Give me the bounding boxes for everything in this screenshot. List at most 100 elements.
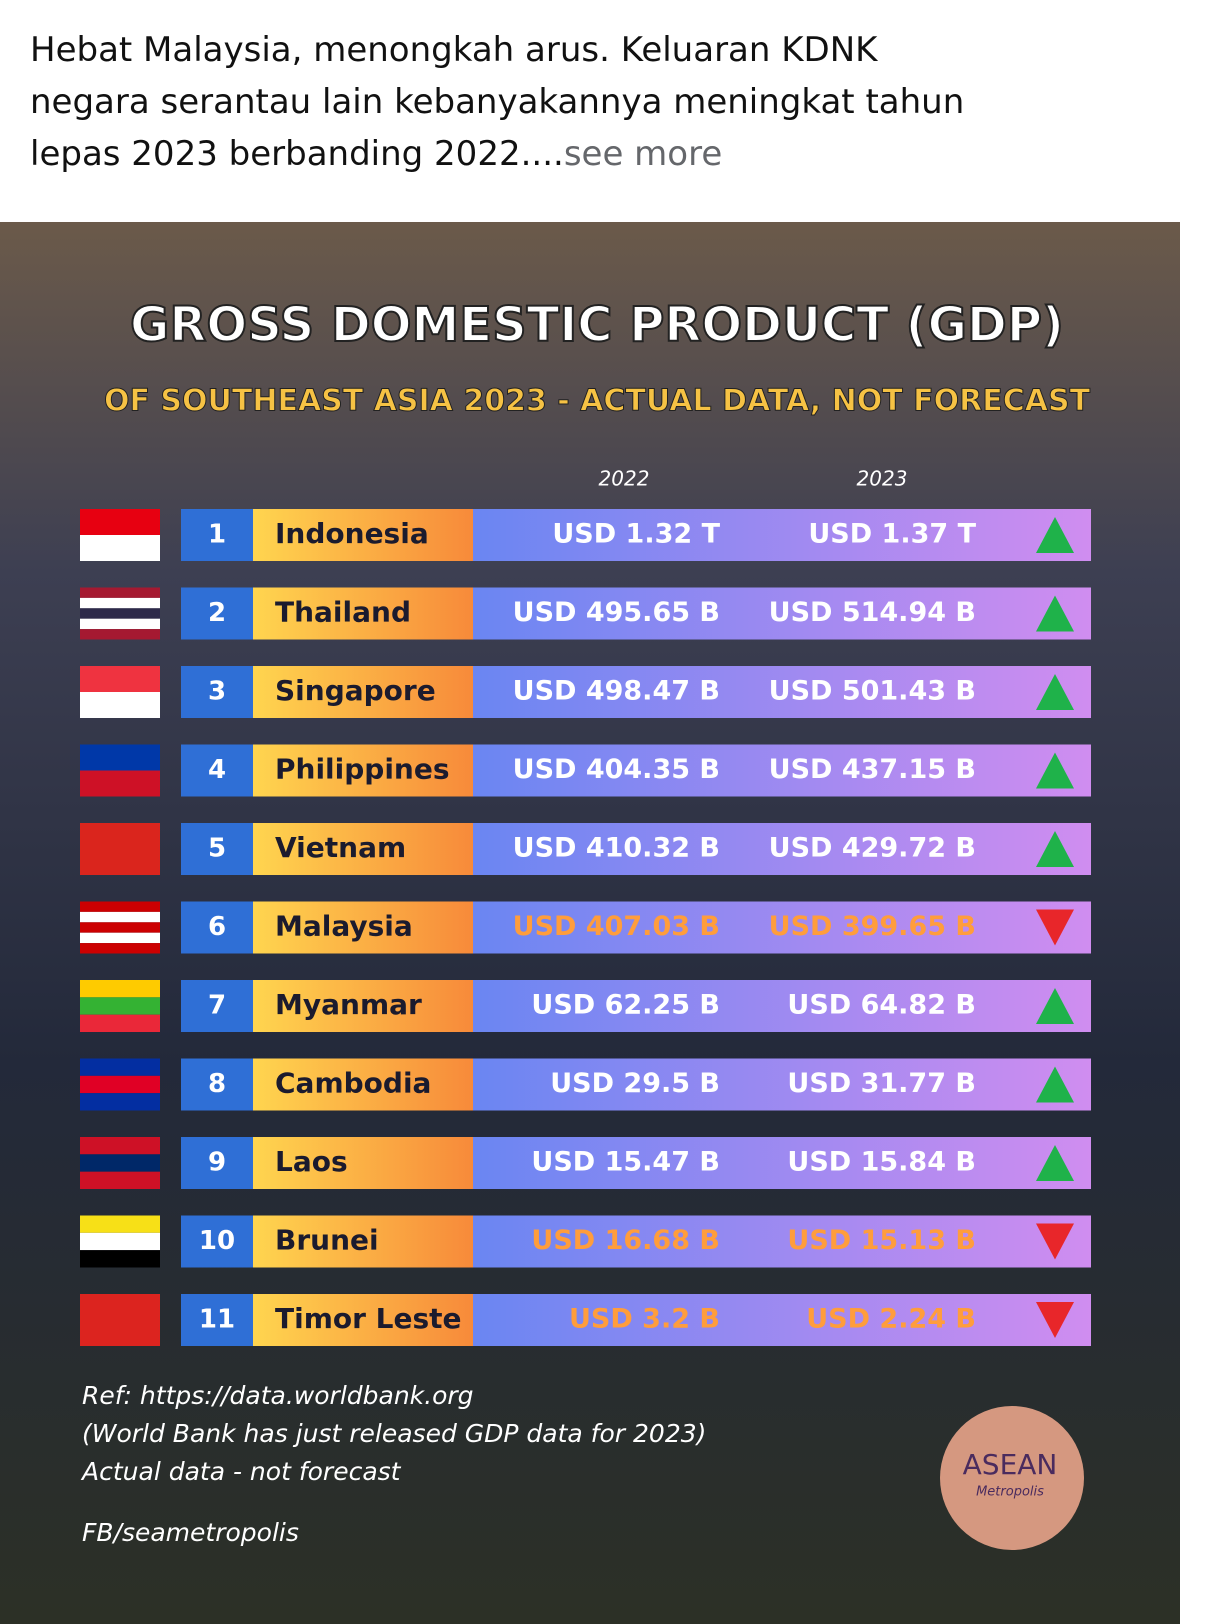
rank: 10 <box>199 1226 235 1256</box>
rank: 4 <box>208 755 226 785</box>
country: Vietnam <box>275 831 406 864</box>
flag-stripe <box>80 1137 160 1155</box>
gdp-2022: USD 410.32 B <box>513 833 720 864</box>
rank: 6 <box>208 912 226 942</box>
rank: 5 <box>208 834 226 864</box>
flag-stripe <box>80 932 160 944</box>
country-cell <box>253 901 473 954</box>
value-cell <box>473 980 1091 1032</box>
flag-stripe <box>80 608 160 619</box>
rank: 11 <box>199 1305 235 1335</box>
rank: 1 <box>208 520 226 550</box>
flag-stripe <box>80 666 160 692</box>
gdp-2023: USD 15.84 B <box>787 1147 976 1178</box>
trend-up <box>1036 1066 1074 1103</box>
country-cell <box>253 1058 473 1111</box>
flag-stripe <box>80 1075 160 1094</box>
subtitle: OF SOUTHEAST ASIA 2023 - ACTUAL DATA, NO… <box>104 384 1091 419</box>
gdp-2022: USD 498.47 B <box>513 676 720 707</box>
value-cell <box>473 744 1091 797</box>
rank-cell <box>181 1137 253 1189</box>
rank-cell <box>181 1294 253 1346</box>
country: Laos <box>275 1145 348 1178</box>
flag-stripe <box>80 901 160 912</box>
trend-up <box>1036 752 1074 789</box>
value-cell <box>473 1294 1091 1346</box>
gdp-2023: USD 64.82 B <box>787 990 976 1021</box>
rank-cell <box>181 1215 253 1268</box>
gdp-2022: USD 62.25 B <box>531 990 720 1021</box>
trend-down <box>1036 1302 1074 1338</box>
value-cell <box>473 1058 1091 1111</box>
country-cell <box>253 666 473 718</box>
flag-stripe <box>80 823 160 875</box>
rank-cell <box>181 509 253 561</box>
country: Philippines <box>275 753 450 786</box>
country: Thailand <box>275 596 411 629</box>
gdp-2022: USD 1.32 T <box>552 519 720 550</box>
see-more[interactable]: see more <box>563 134 723 174</box>
flag-stripe <box>80 1058 160 1076</box>
flag-stripe <box>80 692 160 718</box>
flag-stripe <box>80 629 160 640</box>
value-cell <box>473 509 1091 561</box>
flag-stripe <box>80 1014 160 1032</box>
flag-stripe <box>80 535 160 561</box>
reference: (World Bank has just released GDP data f… <box>82 1419 706 1448</box>
gdp-2022: USD 404.35 B <box>513 754 720 785</box>
rank: 3 <box>208 677 226 707</box>
credit: FB/seametropolis <box>82 1518 299 1547</box>
rank: 2 <box>208 598 226 628</box>
gdp-2022: USD 16.68 B <box>531 1225 720 1256</box>
gdp-2023: USD 31.77 B <box>787 1068 976 1099</box>
flag-stripe <box>80 943 160 954</box>
flag-stripe <box>80 911 160 923</box>
post-body: Hebat Malaysia, menongkah arus. Keluaran… <box>30 30 965 174</box>
country-cell <box>253 823 473 875</box>
gdp-2022: USD 3.2 B <box>569 1304 720 1335</box>
rank-cell <box>181 823 253 875</box>
flag-stripe <box>80 980 160 998</box>
gdp-2023: USD 1.37 T <box>808 519 976 550</box>
post-text: Hebat Malaysia, menongkah arus. Keluaran… <box>30 24 990 180</box>
flag-stripe <box>80 744 160 771</box>
rank-cell <box>181 587 253 640</box>
country-cell <box>253 980 473 1032</box>
flag-stripe <box>80 1294 160 1346</box>
flag-stripe <box>80 997 160 1015</box>
country-cell <box>253 587 473 640</box>
trend-down <box>1036 909 1074 946</box>
trend-up <box>1036 517 1074 553</box>
gdp-2023: USD 501.43 B <box>769 676 976 707</box>
reference: Ref: https://data.worldbank.org <box>82 1381 474 1410</box>
value-cell <box>473 1137 1091 1189</box>
country: Myanmar <box>275 988 422 1021</box>
infographic: GROSS DOMESTIC PRODUCT (GDP) OF SOUTHEAS… <box>0 222 1180 1624</box>
flag-stripe <box>80 770 160 797</box>
value-cell <box>473 1215 1091 1268</box>
gdp-2023: USD 15.13 B <box>787 1225 976 1256</box>
gdp-2023: USD 437.15 B <box>769 754 976 785</box>
country-cell <box>253 1137 473 1189</box>
gdp-2022: USD 495.65 B <box>513 597 720 628</box>
rank-cell <box>181 666 253 718</box>
flag-stripe <box>80 618 160 630</box>
rank: 9 <box>208 1148 226 1178</box>
trend-down <box>1036 1223 1074 1260</box>
gdp-2023: USD 514.94 B <box>769 597 976 628</box>
country: Indonesia <box>275 517 429 550</box>
logo-tagline: Metropolis <box>976 1485 1044 1500</box>
flag-stripe <box>80 587 160 598</box>
column-header: 2023 <box>857 467 908 491</box>
rank-cell <box>181 744 253 797</box>
country: Timor Leste <box>275 1302 462 1335</box>
country-cell <box>253 1294 473 1346</box>
country: Malaysia <box>275 910 413 943</box>
country-cell <box>253 509 473 561</box>
value-cell <box>473 666 1091 718</box>
flag-stripe <box>80 509 160 535</box>
flag-stripe <box>80 1093 160 1111</box>
flag-stripe <box>80 1232 160 1251</box>
gdp-2023: USD 2.24 B <box>806 1304 976 1335</box>
